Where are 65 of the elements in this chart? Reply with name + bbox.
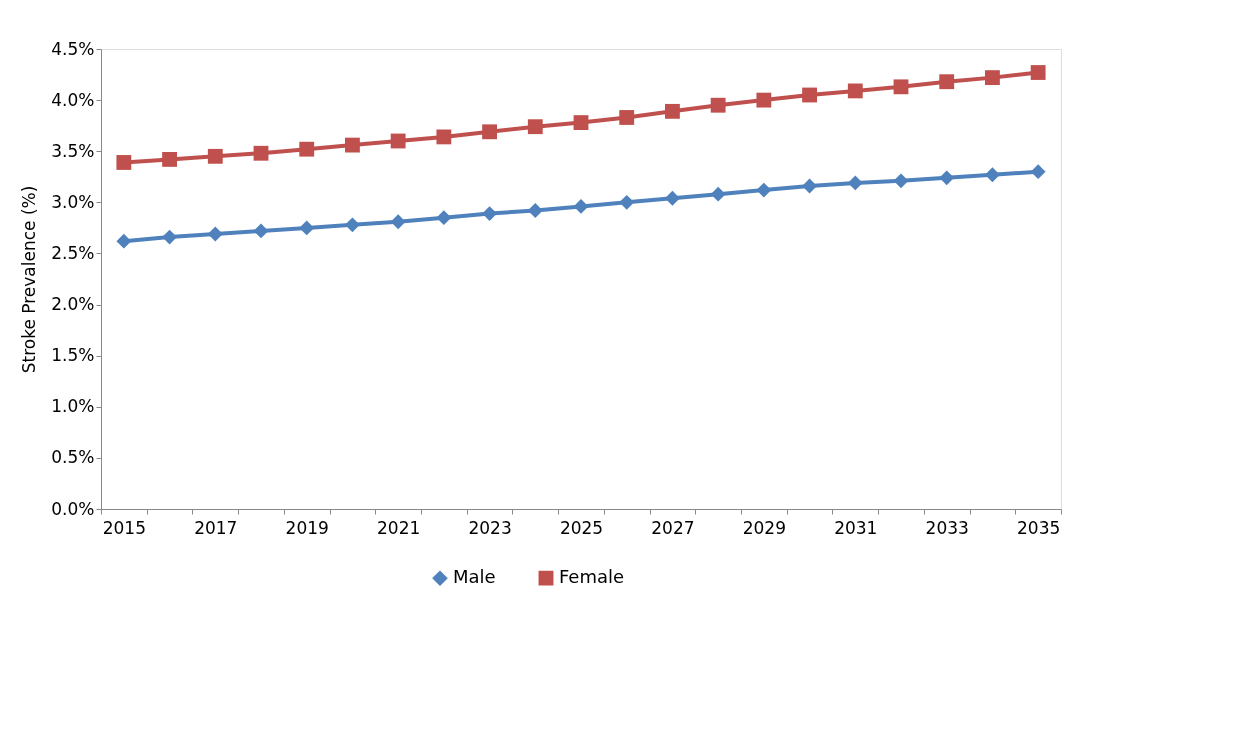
point [436, 210, 452, 226]
x-tick-label: 2031 [834, 517, 878, 538]
legend-label: Male [453, 566, 496, 588]
point [619, 110, 635, 125]
point [756, 182, 772, 198]
point [802, 87, 817, 103]
y-tick-label: 1.0% [51, 396, 95, 417]
point [162, 229, 177, 245]
point [390, 214, 406, 230]
point [665, 190, 680, 206]
point [985, 70, 1000, 86]
point [116, 155, 132, 170]
point [939, 170, 955, 186]
point [116, 233, 132, 249]
point [482, 206, 497, 221]
x-tick-label: 2017 [194, 517, 238, 538]
y-tick-label: 0.5% [51, 447, 95, 468]
x-tick-label: 2027 [651, 517, 695, 538]
point [573, 115, 589, 131]
point [162, 151, 177, 167]
y-tick-label: 3.5% [51, 140, 95, 161]
point [1030, 164, 1046, 180]
y-tick-label: 4.5% [51, 38, 95, 59]
y-tick-label: 2.0% [51, 294, 95, 315]
point [436, 129, 452, 145]
point [710, 186, 726, 202]
point [299, 141, 315, 157]
point [756, 92, 772, 108]
point [527, 119, 543, 135]
y-tick-label: 4.0% [51, 89, 95, 110]
y-tick-label: 3.0% [51, 191, 95, 212]
point [802, 178, 817, 194]
y-tick-label: 1.5% [51, 345, 95, 366]
x-tick-label: 2021 [377, 517, 421, 538]
point [893, 173, 909, 189]
point [253, 223, 269, 239]
point [710, 97, 726, 113]
point [482, 124, 497, 140]
point [893, 79, 909, 95]
point [207, 226, 223, 242]
point [847, 175, 863, 191]
point [527, 203, 543, 218]
point [345, 217, 360, 233]
x-tick-label: 2033 [925, 517, 969, 538]
point [390, 133, 406, 149]
y-axis-title: Stroke Prevalence (%) [19, 185, 40, 374]
x-tick-label: 2029 [742, 517, 786, 538]
point [253, 145, 269, 161]
y-tick-label: 2.5% [51, 242, 95, 263]
point [619, 194, 635, 210]
point [985, 167, 1000, 183]
point [207, 148, 223, 164]
point [847, 83, 863, 99]
point [345, 137, 360, 153]
x-tick-label: 2025 [559, 517, 604, 538]
x-tick-label: 2015 [102, 517, 146, 538]
point [665, 103, 680, 119]
x-tick-label: 2035 [1017, 517, 1061, 538]
point [299, 220, 315, 236]
x-tick-label: 2023 [468, 517, 512, 538]
point [1030, 65, 1046, 80]
y-tick-label: 0.0% [51, 498, 95, 519]
x-tick-label: 2019 [285, 517, 329, 538]
point [939, 74, 955, 90]
legend-label: Female [559, 566, 625, 588]
